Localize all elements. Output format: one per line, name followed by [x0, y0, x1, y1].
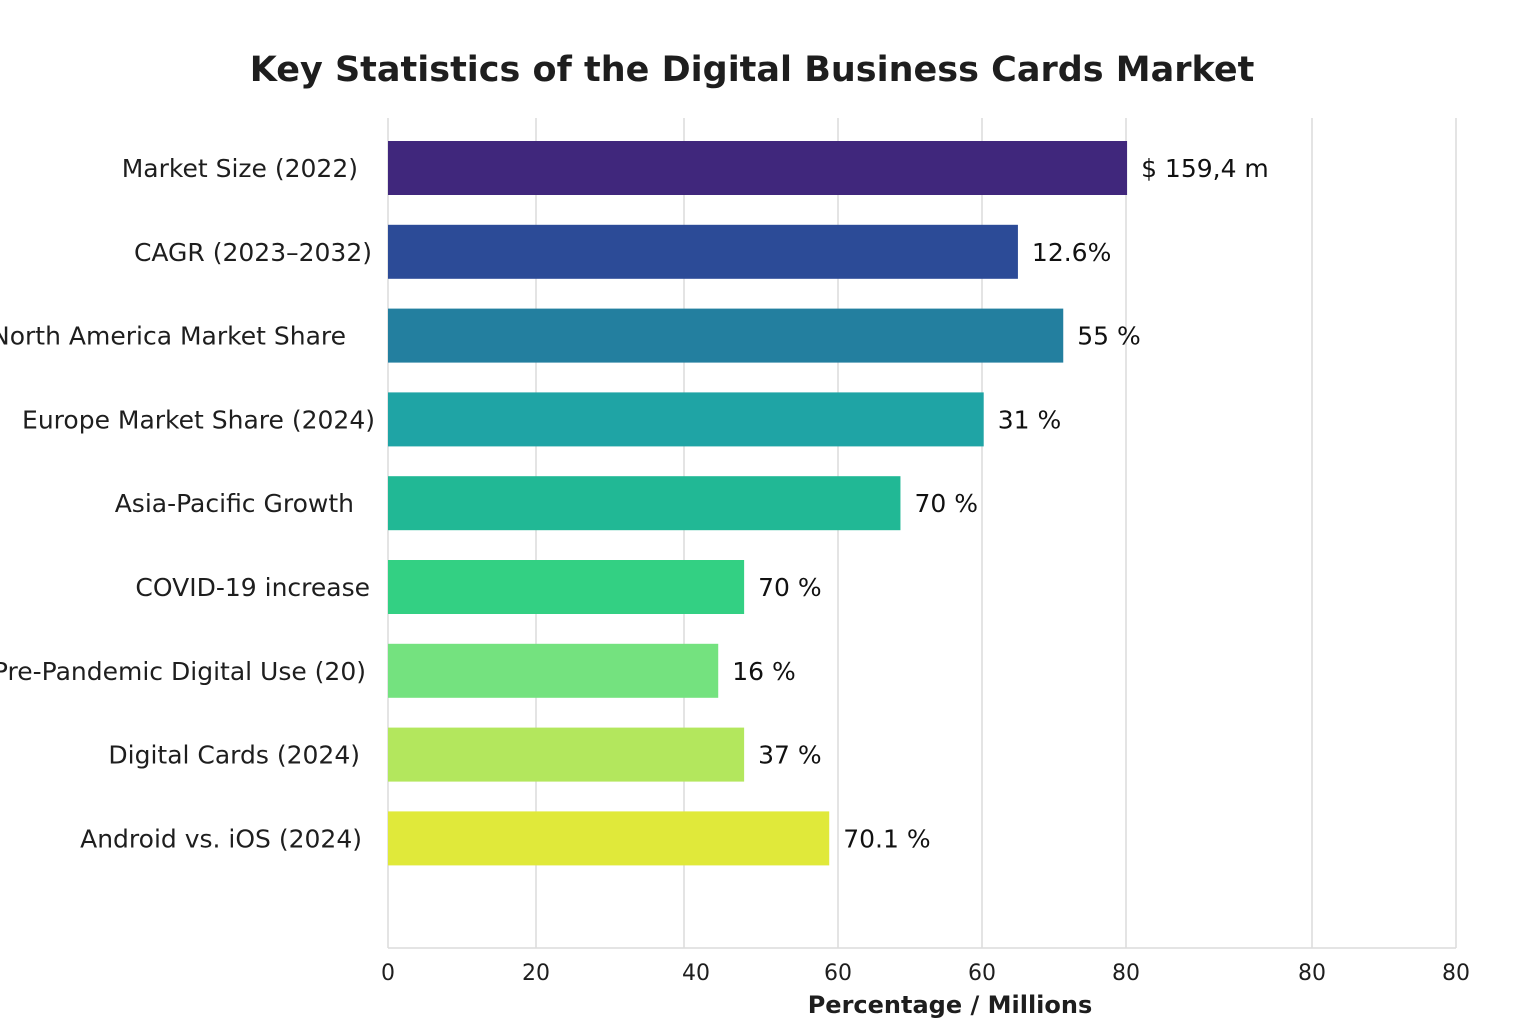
category-label: North America Market Share [0, 322, 346, 351]
value-label: 70 % [758, 573, 822, 602]
value-label: 70 % [914, 489, 978, 518]
bar [388, 643, 719, 698]
x-tick-label: 80 [1442, 961, 1470, 986]
chart-title: Key Statistics of the Digital Business C… [249, 50, 1255, 90]
bars [388, 141, 1128, 866]
value-label: $ 159,4 m [1141, 154, 1269, 183]
category-label: Market Size (2022) [122, 154, 358, 183]
category-label: COVID-19 increase [135, 573, 370, 602]
x-tick-label: 60 [968, 961, 996, 986]
bar [388, 727, 745, 782]
x-axis-title: Percentage / Millions [808, 991, 1093, 1019]
bar [388, 560, 745, 614]
category-label: CAGR (2023–2032) [134, 238, 372, 267]
x-tick-label: 60 [824, 961, 852, 986]
value-label: 37 % [758, 741, 822, 770]
category-labels: Market Size (2022) CAGR (2023–2032) North … [0, 154, 375, 853]
category-label: Asia-Pacific Growth [115, 489, 354, 518]
bar [388, 308, 1064, 363]
bar [388, 811, 830, 866]
bar [388, 392, 984, 447]
x-axis-ticks: 0 20 40 60 60 80 80 80 [381, 961, 1470, 986]
bar [388, 224, 1018, 279]
x-tick-label: 80 [1112, 961, 1140, 986]
category-label: Android vs. iOS (2024) [80, 824, 362, 853]
category-label: Digital Cards (2024) [108, 741, 360, 770]
value-labels: $ 159,4 m 12.6% 55 % 31 % 70 % 70 % 16 % 37 % 70… [732, 154, 1269, 853]
x-tick-label: 80 [1298, 961, 1326, 986]
value-label: 31 % [998, 405, 1062, 434]
bar [388, 476, 901, 531]
value-label: 16 % [732, 657, 796, 686]
category-label: Europe Market Share (2024) [22, 405, 375, 434]
category-label: Pre-Pandemic Digital Use (20) [0, 657, 366, 686]
x-tick-label: 40 [682, 961, 710, 986]
value-label: 70.1 % [843, 824, 930, 853]
bar [388, 141, 1128, 195]
value-label: 55 % [1077, 322, 1141, 351]
x-tick-label: 20 [522, 961, 550, 986]
x-tick-label: 0 [381, 961, 395, 986]
value-label: 12.6% [1032, 238, 1111, 267]
